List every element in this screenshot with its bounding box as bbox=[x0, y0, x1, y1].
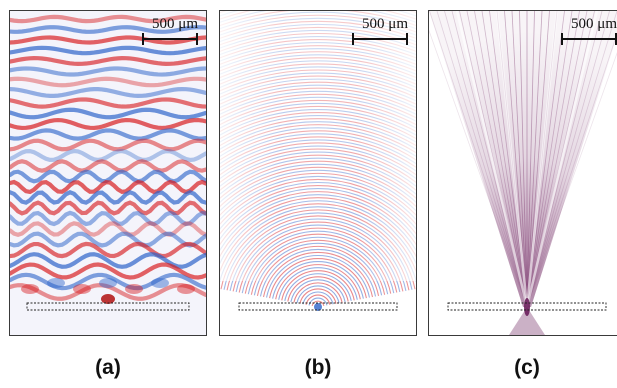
wave-band bbox=[10, 231, 206, 248]
wave-band bbox=[10, 148, 206, 163]
panel-c: 500 μm bbox=[428, 10, 617, 336]
intensity-ray bbox=[481, 11, 528, 308]
wave-band bbox=[10, 179, 206, 195]
wave-band bbox=[10, 86, 206, 99]
intensity-ray bbox=[526, 11, 535, 308]
intensity-field-c bbox=[429, 11, 617, 335]
caption-c: (c) bbox=[514, 356, 540, 379]
intensity-ray bbox=[526, 11, 580, 308]
intensity-ray bbox=[474, 11, 528, 308]
wave-band bbox=[10, 283, 206, 301]
wave-band bbox=[10, 272, 206, 291]
wave-band bbox=[10, 200, 206, 216]
wave-field-b bbox=[220, 11, 416, 335]
caption-b: (b) bbox=[304, 356, 332, 379]
intensity-ray bbox=[429, 29, 528, 308]
wavefront-arc bbox=[305, 294, 331, 305]
wave-band bbox=[10, 66, 206, 77]
lens-boundary-box bbox=[26, 302, 190, 311]
intensity-ray bbox=[519, 11, 528, 308]
lens-boundary-box bbox=[447, 302, 607, 311]
panel-b: 500 μm bbox=[219, 10, 417, 336]
scalebar-b bbox=[352, 33, 408, 45]
intensity-ray bbox=[526, 52, 617, 308]
wavefront-arc bbox=[299, 288, 337, 304]
wave-band bbox=[10, 190, 206, 205]
wave-band bbox=[10, 97, 206, 109]
intensity-ray bbox=[526, 11, 610, 308]
wave-band bbox=[10, 25, 206, 34]
wave-band bbox=[10, 117, 206, 131]
wave-band bbox=[10, 56, 206, 66]
scalebar-a bbox=[142, 33, 198, 45]
intensity-ray bbox=[526, 11, 617, 308]
scalebar-label-b: 500 μm bbox=[362, 16, 408, 32]
intensity-ray bbox=[526, 11, 588, 308]
intensity-ray bbox=[526, 11, 573, 308]
wave-band bbox=[10, 45, 206, 56]
scalebar-c bbox=[561, 33, 617, 45]
wavefront-arc bbox=[302, 291, 334, 305]
wave-band bbox=[10, 35, 206, 45]
intensity-ray bbox=[526, 11, 543, 308]
wave-band bbox=[10, 14, 206, 24]
lens-boundary-box bbox=[238, 302, 398, 311]
panel-a: 500 μm bbox=[9, 10, 207, 336]
wave-field-a bbox=[10, 11, 206, 335]
wavefront-arc bbox=[293, 282, 343, 303]
intensity-ray bbox=[436, 11, 528, 308]
caption-a: (a) bbox=[95, 356, 121, 379]
scalebar-label-c: 500 μm bbox=[571, 16, 617, 32]
wave-band bbox=[10, 107, 206, 120]
wave-band bbox=[10, 262, 206, 280]
intensity-ray bbox=[444, 11, 528, 308]
wave-band bbox=[10, 138, 206, 152]
wave-band bbox=[10, 241, 206, 259]
intensity-ray bbox=[526, 32, 617, 308]
scalebar-label-a: 500 μm bbox=[152, 16, 198, 32]
intensity-ray bbox=[466, 11, 528, 308]
wave-band bbox=[10, 128, 206, 141]
wavefront-arc bbox=[296, 285, 340, 304]
wavefront-arc bbox=[311, 300, 325, 307]
intensity-ray bbox=[429, 11, 528, 308]
wave-band bbox=[10, 76, 206, 88]
intensity-ray bbox=[511, 11, 528, 308]
wave-band bbox=[10, 210, 206, 227]
wave-band bbox=[10, 159, 206, 173]
